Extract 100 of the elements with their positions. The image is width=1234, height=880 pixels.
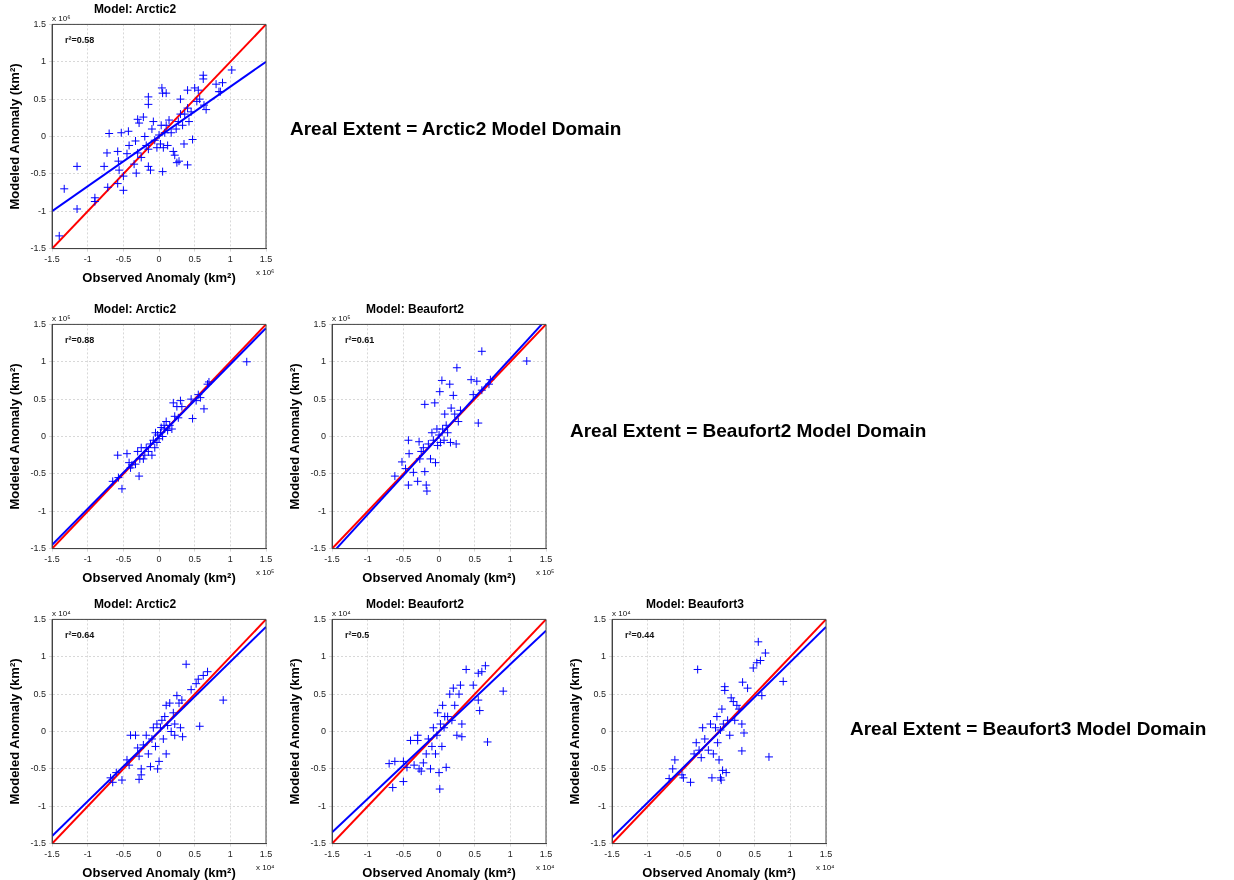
point [427, 428, 437, 438]
point [696, 753, 706, 763]
point [435, 387, 445, 397]
text: x 10⁶ [52, 13, 71, 23]
x-tick-label: 1.5 [539, 554, 553, 565]
x-tick-label: 0 [436, 554, 442, 565]
point [753, 637, 763, 647]
point [168, 708, 178, 718]
text: x 10⁶ [256, 267, 275, 277]
point [150, 741, 160, 751]
y-tick-label: 1 [321, 651, 327, 662]
point [484, 379, 494, 389]
point [472, 376, 482, 386]
point [461, 664, 471, 674]
point [122, 449, 132, 459]
text: x 10⁵ [256, 567, 275, 577]
y-tick-label: 1.5 [313, 318, 327, 329]
point [455, 405, 465, 415]
point [113, 473, 123, 483]
y-tick-label: -1 [318, 800, 327, 811]
point [113, 450, 123, 460]
point [198, 670, 208, 680]
point [477, 385, 487, 395]
point [134, 751, 144, 761]
point [150, 443, 160, 453]
point [134, 774, 144, 784]
x-tick-label: -0.5 [395, 554, 412, 565]
text: x 10⁴ [612, 608, 632, 618]
x-tick-label: 1.5 [539, 849, 553, 860]
point [668, 764, 678, 774]
y-axis-title: Modeled Anomaly (km²) [287, 658, 303, 805]
point [438, 700, 448, 710]
point [441, 762, 451, 772]
text: x 10⁴ [52, 608, 72, 618]
y-axis-title: Modeled Anomaly (km²) [287, 363, 303, 510]
x-tick-label: 0 [156, 554, 162, 565]
y-tick-label: -0.5 [30, 168, 47, 179]
chart-title: Model: Beaufort2 [365, 596, 465, 611]
point [477, 346, 487, 356]
chart-title: Model: Arctic2 [93, 301, 177, 316]
point [453, 417, 463, 427]
text: x 10⁵ [52, 313, 71, 323]
y-tick-label: 1 [41, 356, 47, 367]
point [408, 467, 418, 477]
x-tick-label: 0 [716, 849, 722, 860]
point [423, 734, 433, 744]
y-axis-title: Modeled Anomaly (km²) [567, 658, 583, 805]
point [473, 695, 483, 705]
point [143, 749, 153, 759]
x-tick-label: 1.5 [259, 554, 273, 565]
x-tick-label: 1.5 [259, 254, 273, 265]
x-axis-title: Observed Anomaly (km²) [362, 864, 516, 880]
x-tick-label: -0.5 [115, 849, 132, 860]
y-tick-label: 1 [41, 56, 47, 67]
y-tick-label: 0.5 [33, 93, 47, 104]
point [483, 737, 493, 747]
point [193, 674, 203, 684]
point [732, 700, 742, 710]
point [133, 743, 143, 753]
point [440, 409, 450, 419]
point [108, 777, 118, 787]
y-tick-label: 1.5 [33, 18, 47, 29]
point [764, 752, 774, 762]
point [700, 734, 710, 744]
y-tick-label: 0.5 [593, 688, 607, 699]
y-tick-label: -1 [318, 505, 327, 516]
y-tick-label: 1 [41, 651, 47, 662]
x-tick-label: -0.5 [675, 849, 692, 860]
x-tick-label: -1 [363, 554, 372, 565]
y-tick-label: -1.5 [310, 838, 327, 849]
x-tick-label: -1 [643, 849, 652, 860]
y-tick-label: 0 [601, 725, 607, 736]
point [452, 363, 462, 373]
chart-title: Model: Arctic2 [93, 1, 177, 16]
x-axis-title: Observed Anomaly (km²) [642, 864, 796, 880]
point [415, 454, 425, 464]
point [694, 745, 704, 755]
point [760, 648, 770, 658]
point [147, 450, 157, 460]
point [715, 725, 725, 735]
y-tick-label: -0.5 [310, 763, 327, 774]
point [757, 691, 767, 701]
x-tick-label: 0.5 [188, 849, 201, 860]
x-tick-label: 1 [227, 554, 233, 565]
point [432, 730, 442, 740]
y-tick-label: 0.5 [33, 393, 47, 404]
x-tick-label: 0.5 [468, 849, 481, 860]
text: x 10⁴ [536, 862, 556, 872]
y-tick-label: 0.5 [313, 688, 327, 699]
y-tick-label: 1.5 [593, 613, 607, 624]
y-axis-title: Modeled Anomaly (km²) [7, 658, 23, 805]
y-tick-label: -0.5 [310, 468, 327, 479]
point [712, 712, 722, 722]
annotation: r²=0.61 [345, 335, 375, 346]
point [242, 357, 252, 367]
point [218, 695, 228, 705]
point [693, 664, 703, 674]
point [451, 439, 461, 449]
point [154, 756, 164, 766]
point [203, 667, 213, 677]
